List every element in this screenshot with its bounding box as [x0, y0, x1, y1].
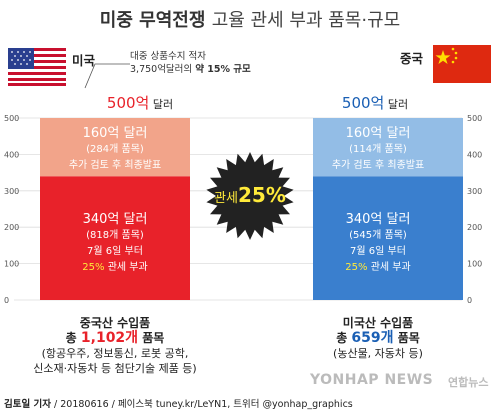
ytick-right-300: 300 — [467, 187, 482, 196]
chart-title: 미중 무역전쟁 고율 관세 부과 품목·규모 — [0, 6, 500, 32]
title-bold: 미중 무역전쟁 — [99, 10, 206, 31]
china-bottom-segment-label: 340억 달러 (545개 품목) 7월 6일 부터 25% 관세 부과 — [303, 212, 453, 276]
us-caption-count: 1,102개 — [80, 330, 139, 346]
china-bottom-items: (545개 품목) — [349, 230, 407, 241]
deficit-note-line2: 3,750억달러의 — [130, 64, 196, 75]
china-top-amount: 160억 달러 — [345, 126, 411, 141]
china-caption: 미국산 수입품 총 659개 품목 (농산물, 자동차 등) — [283, 316, 473, 361]
us-bar-seg-0 — [40, 176, 190, 300]
credit-line: 김토일 기자 / 20180616 / 페이스북 tuney.kr/LeYN1,… — [4, 396, 353, 410]
us-bottom-amount: 340억 달러 — [82, 212, 148, 227]
china-bar-seg-0 — [313, 176, 463, 300]
china-total-unit: 달러 — [384, 98, 409, 111]
ytick-left-0: 0 — [4, 296, 9, 305]
ytick-right-400: 400 — [467, 150, 482, 159]
ytick-right-100: 100 — [467, 260, 482, 269]
china-flag-icon — [433, 45, 491, 83]
ytick-right-0: 0 — [467, 296, 472, 305]
deficit-note-line1: 대중 상품수지 적자 — [130, 51, 206, 62]
title-light: 고율 관세 부과 품목·규모 — [211, 10, 401, 31]
us-top-amount: 160억 달러 — [82, 126, 148, 141]
us-caption-title: 중국산 수입품 — [79, 316, 151, 330]
credit-rest: / 20180616 / 페이스북 tuney.kr/LeYN1, 트위터 @y… — [51, 399, 353, 410]
us-caption-detail1: (항공우주, 정보통신, 로봇 공학, — [41, 347, 189, 360]
china-caption-title: 미국산 수입품 — [342, 316, 414, 330]
us-bottom-items: (818개 품목) — [86, 230, 144, 241]
us-bottom-date: 7월 6일 부터 — [87, 246, 143, 257]
us-bottom-rate: 25% — [82, 262, 105, 273]
china-caption-detail1: (농산물, 자동차 등) — [333, 347, 423, 360]
watermark-korean: 연합뉴스 — [448, 376, 489, 389]
us-top-items: (284개 품목) — [86, 144, 144, 155]
us-caption-prefix: 총 — [65, 331, 81, 345]
ytick-right-200: 200 — [467, 223, 482, 232]
us-caption-detail2: 신소재·자동차 등 첨단기술 제품 등) — [33, 362, 197, 375]
china-top-items: (114개 품목) — [349, 144, 407, 155]
us-total-number: 500억 — [106, 94, 150, 112]
badge-text: 관세25% — [214, 183, 286, 207]
china-bar-seg-1 — [313, 118, 463, 177]
china-bottom-date: 7월 6일 부터 — [350, 246, 406, 257]
ytick-left-400: 400 — [4, 150, 19, 159]
us-bar-seg-1 — [40, 118, 190, 177]
us-flag-icon — [8, 48, 66, 86]
china-caption-prefix: 총 — [336, 331, 352, 345]
tariff-badge — [206, 152, 294, 240]
us-total: 500억 달러 — [65, 92, 215, 113]
ytick-left-200: 200 — [4, 223, 19, 232]
us-top-status: 추가 검토 후 최종발표 — [68, 160, 162, 171]
china-top-status: 추가 검토 후 최종발표 — [331, 160, 425, 171]
deficit-note: 대중 상품수지 적자 3,750억달러의 약 15% 규모 — [130, 50, 251, 76]
deficit-note-highlight: 약 15% 규모 — [195, 64, 251, 75]
china-top-segment-label: 160억 달러 (114개 품목) 추가 검토 후 최종발표 — [303, 126, 453, 174]
note-leader-line — [84, 63, 130, 89]
china-total: 500억 달러 — [300, 92, 450, 113]
ytick-right-500: 500 — [467, 114, 482, 123]
us-caption: 중국산 수입품 총 1,102개 품목 (항공우주, 정보통신, 로봇 공학, … — [20, 316, 210, 376]
us-top-segment-label: 160억 달러 (284개 품목) 추가 검토 후 최종발표 — [40, 126, 190, 174]
ytick-left-100: 100 — [4, 260, 19, 269]
credit-author: 김토일 기자 — [4, 399, 52, 410]
china-bottom-amount: 340억 달러 — [345, 212, 411, 227]
badge-value: 25% — [238, 183, 286, 207]
us-label: 미국 — [72, 53, 96, 68]
us-caption-suffix: 품목 — [138, 331, 165, 345]
badge-label: 관세 — [214, 191, 239, 206]
ytick-left-300: 300 — [4, 187, 19, 196]
china-bottom-rate: 25% — [345, 262, 368, 273]
us-bottom-segment-label: 340억 달러 (818개 품목) 7월 6일 부터 25% 관세 부과 — [40, 212, 190, 276]
china-caption-count: 659개 — [351, 330, 394, 346]
ytick-left-500: 500 — [4, 114, 19, 123]
china-caption-suffix: 품목 — [393, 331, 420, 345]
us-total-unit: 달러 — [149, 98, 174, 111]
watermark: YONHAP NEWS — [310, 372, 434, 388]
china-bottom-rate-suffix: 관세 부과 — [367, 262, 411, 273]
china-label: 중국 — [400, 51, 424, 66]
china-total-number: 500억 — [341, 94, 385, 112]
badge-burst-shape — [206, 152, 294, 240]
us-bottom-rate-suffix: 관세 부과 — [104, 262, 148, 273]
